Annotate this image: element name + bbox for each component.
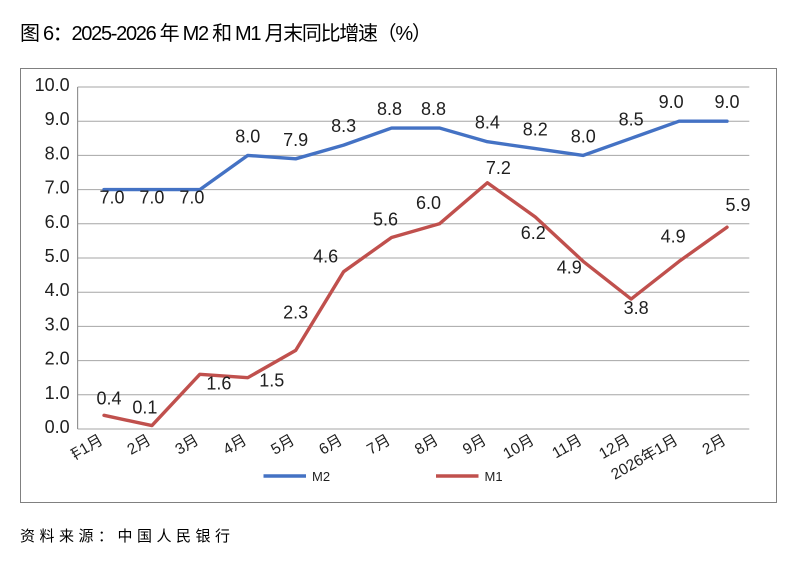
- svg-text:8.8: 8.8: [377, 99, 402, 119]
- svg-text:0.4: 0.4: [96, 388, 121, 408]
- svg-text:2月: 2月: [700, 432, 729, 459]
- svg-text:3.8: 3.8: [624, 298, 649, 318]
- svg-text:6.2: 6.2: [521, 223, 546, 243]
- svg-text:5.9: 5.9: [725, 195, 750, 215]
- svg-text:2.3: 2.3: [283, 302, 308, 322]
- svg-text:9.0: 9.0: [45, 109, 70, 129]
- svg-text:4.9: 4.9: [661, 226, 686, 246]
- svg-text:2.0: 2.0: [45, 349, 70, 369]
- svg-text:8.0: 8.0: [45, 143, 70, 163]
- svg-text:4月: 4月: [220, 432, 249, 459]
- svg-text:7.0: 7.0: [45, 178, 70, 198]
- svg-text:9.0: 9.0: [659, 92, 684, 112]
- svg-text:2月: 2月: [125, 432, 154, 459]
- svg-text:7.0: 7.0: [139, 188, 164, 208]
- svg-text:8.2: 8.2: [523, 120, 548, 140]
- svg-text:8月: 8月: [412, 432, 441, 459]
- svg-text:5.6: 5.6: [373, 209, 398, 229]
- svg-text:M2: M2: [312, 469, 330, 484]
- svg-text:9.0: 9.0: [714, 92, 739, 112]
- svg-text:4.9: 4.9: [557, 257, 582, 277]
- svg-text:10.0: 10.0: [35, 75, 70, 95]
- svg-text:7.0: 7.0: [99, 188, 124, 208]
- svg-text:3.0: 3.0: [45, 314, 70, 334]
- svg-text:6.0: 6.0: [416, 193, 441, 213]
- svg-text:4.6: 4.6: [313, 247, 338, 267]
- svg-text:5.0: 5.0: [45, 246, 70, 266]
- svg-text:7.0: 7.0: [179, 188, 204, 208]
- svg-text:10月: 10月: [500, 432, 537, 463]
- svg-text:8.3: 8.3: [331, 116, 356, 136]
- svg-text:8.4: 8.4: [475, 113, 500, 133]
- svg-text:9月: 9月: [460, 432, 489, 459]
- svg-text:1.0: 1.0: [45, 383, 70, 403]
- svg-text:4.0: 4.0: [45, 280, 70, 300]
- svg-text:1.5: 1.5: [259, 371, 284, 391]
- svg-text:1.6: 1.6: [206, 373, 231, 393]
- svg-text:2025年1月: 2025年1月: [33, 431, 106, 484]
- svg-text:7月: 7月: [364, 432, 393, 459]
- svg-text:3月: 3月: [172, 432, 201, 459]
- svg-text:8.5: 8.5: [619, 109, 644, 129]
- svg-text:11月: 11月: [549, 432, 585, 463]
- svg-text:8.8: 8.8: [421, 99, 446, 119]
- svg-text:M1: M1: [485, 469, 503, 484]
- svg-text:0.1: 0.1: [132, 398, 157, 418]
- svg-text:6月: 6月: [316, 432, 345, 459]
- svg-text:8.0: 8.0: [235, 126, 260, 146]
- svg-text:7.9: 7.9: [283, 130, 308, 150]
- svg-text:5月: 5月: [268, 432, 297, 459]
- svg-text:6.0: 6.0: [45, 212, 70, 232]
- svg-text:7.2: 7.2: [486, 158, 511, 178]
- svg-text:0.0: 0.0: [45, 417, 70, 437]
- svg-text:8.0: 8.0: [571, 126, 596, 146]
